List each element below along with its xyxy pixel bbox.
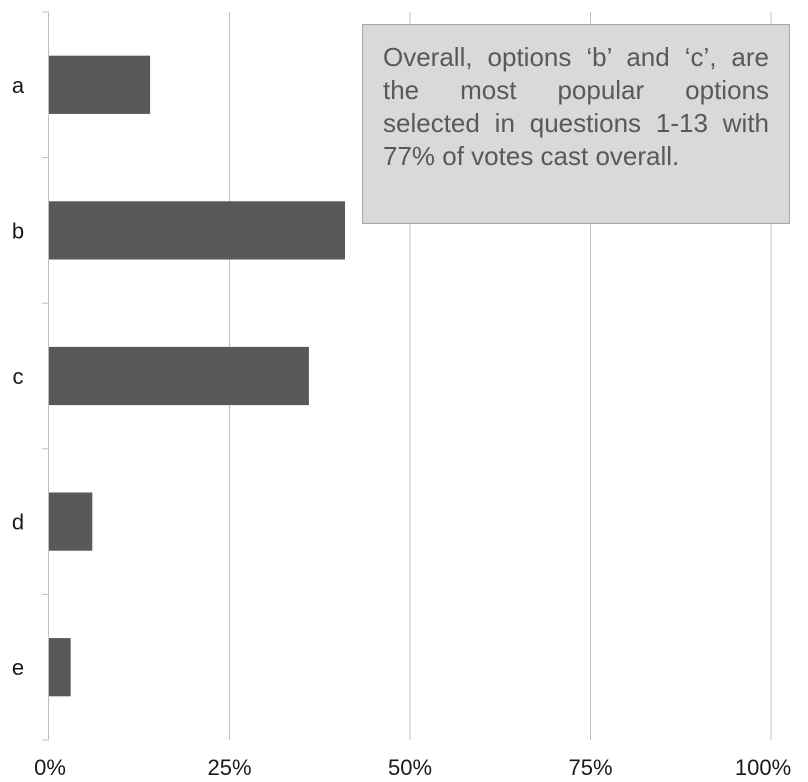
bar-a: [49, 55, 151, 114]
category-label-e: e: [12, 655, 24, 680]
x-tick-label: 0%: [34, 755, 66, 780]
bar-b: [49, 201, 346, 260]
bar-d: [49, 492, 93, 551]
x-tick-label: 75%: [568, 755, 612, 780]
bar-e: [49, 638, 71, 697]
x-tick-label: 100%: [735, 755, 791, 780]
category-label-a: a: [12, 73, 25, 98]
category-label-b: b: [12, 218, 24, 243]
category-label-d: d: [12, 510, 24, 535]
category-label-c: c: [13, 364, 24, 389]
x-tick-label: 25%: [207, 755, 251, 780]
x-tick-label: 50%: [388, 755, 432, 780]
chart-annotation: Overall, options ‘b’ and ‘c’, are the mo…: [362, 24, 790, 224]
bar-c: [49, 346, 309, 406]
